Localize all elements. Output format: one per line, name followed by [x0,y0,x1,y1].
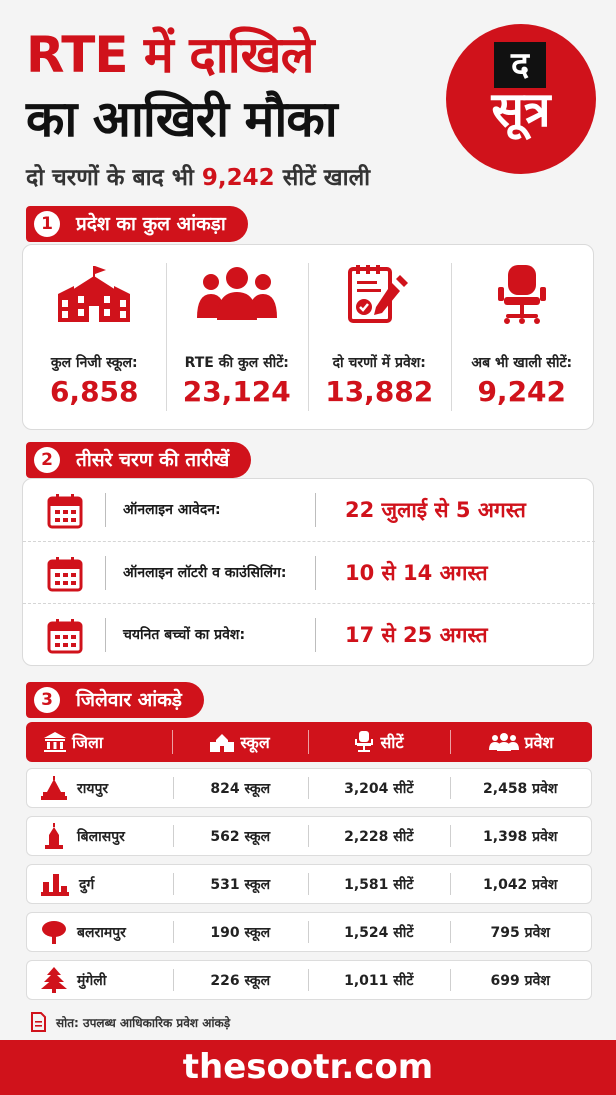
date-label: ऑनलाइन लॉटरी व काउंसिलिंग: [123,564,287,581]
table-row: दुर्ग 531 स्कूल 1,581 सीटें 1,042 प्रवेश [26,864,592,904]
header-admissions: प्रवेश [450,722,592,762]
tree-icon [42,921,66,944]
tower-icon [45,823,63,849]
stat-label: RTE की कुल सीटें: [184,355,289,371]
district-name: मुंगेली [77,972,107,989]
building-icon [44,732,66,752]
section-2-number: 2 [34,447,60,473]
date-label: चयनित बच्चों का प्रवेश: [123,626,246,643]
third-phase-dates-card: ऑनलाइन आवेदन: 22 जुलाई से 5 अगस्त ऑनलाइन… [22,478,595,666]
admissions-cell: 1,398 प्रवेश [449,817,591,855]
date-row: ऑनलाइन आवेदन: 22 जुलाई से 5 अगस्त [23,479,595,541]
school-icon [23,259,166,329]
table-row: बिलासपुर 562 स्कूल 2,228 सीटें 1,398 प्र… [26,816,592,856]
admissions-cell: 2,458 प्रवेश [449,769,591,807]
source-text: सोत: उपलब्ध आधिकारिक प्रवेश आंकड़े [56,1015,231,1030]
date-row: ऑनलाइन लॉटरी व काउंसिलिंग: 10 से 14 अगस्… [23,541,595,603]
stat-value: 23,124 [182,375,291,408]
chair-icon [355,731,374,752]
schools-cell: 226 स्कूल [172,961,309,999]
section-2-title: तीसरे चरण की तारीखें [76,449,230,471]
district-table-header: जिला स्कूल सीटें प्रवेश [26,722,592,762]
section-2-header: 2 तीसरे चरण की तारीखें [26,442,252,478]
document-icon [31,1012,46,1032]
stat-label: कुल निजी स्कूल: [50,355,138,371]
subtitle: दो चरणों के बाद भी 9,242 सीटें खाली [26,160,370,192]
district-name: दुर्ग [79,876,95,893]
header-seats: सीटें [308,722,450,762]
schools-cell: 562 स्कूल [172,817,309,855]
footer-website: thesootr.com [0,1040,616,1095]
stat-vacant-seats: अब भी खाली सीटें: 9,242 [450,245,594,429]
seats-cell: 3,204 सीटें [308,769,449,807]
title-line-2: का आखिरी मौका [26,90,338,148]
logo-bottom-text: सूत्र [491,82,551,138]
people-icon [488,733,519,751]
section-3-title: जिलेवार आंकड़े [76,689,182,711]
section-1-title: प्रदेश का कुल आंकड़ा [76,213,226,235]
header-district: जिला [26,722,172,762]
district-name: बिलासपुर [77,828,125,845]
header-schools: स्कूल [172,722,308,762]
subtitle-number: 9,242 [201,165,275,191]
date-label: ऑनलाइन आवेदन: [123,501,221,518]
stat-label: दो चरणों में प्रवेश: [332,355,426,371]
people-icon [166,259,309,329]
table-row: मुंगेली 226 स्कूल 1,011 सीटें 699 प्रवेश [26,960,592,1000]
stat-private-schools: कुल निजी स्कूल: 6,858 [23,245,166,429]
stat-rte-seats: RTE की कुल सीटें: 23,124 [165,245,309,429]
district-name: रायपुर [77,780,109,797]
section-1-number: 1 [34,211,60,237]
admissions-cell: 699 प्रवेश [449,961,591,999]
section-3-number: 3 [34,687,60,713]
admissions-cell: 1,042 प्रवेश [449,865,591,903]
date-value: 17 से 25 अगस्त [345,623,488,647]
schools-cell: 531 स्कूल [172,865,309,903]
form-icon [308,259,451,329]
fort-icon [41,874,69,896]
date-value: 22 जुलाई से 5 अगस्त [345,498,526,522]
title-line-1: RTE में दाखिले [26,26,314,84]
section-3-header: 3 जिलेवार आंकड़े [26,682,204,718]
the-sootr-logo: द सूत्र [446,24,596,174]
seats-cell: 1,581 सीटें [308,865,449,903]
seats-cell: 1,011 सीटें [308,961,449,999]
district-name: बलरामपुर [77,924,126,941]
stat-value: 13,882 [325,375,434,408]
schools-cell: 190 स्कूल [172,913,309,951]
state-stats-card: कुल निजी स्कूल: 6,858 RTE की कुल सीटें: … [22,244,594,430]
table-row: रायपुर 824 स्कूल 3,204 सीटें 2,458 प्रवे… [26,768,592,808]
stat-value: 9,242 [477,375,567,408]
calendar-icon [47,557,83,592]
source-note: सोत: उपलब्ध आधिकारिक प्रवेश आंकड़े [30,1012,230,1032]
temple-icon [41,776,67,800]
admissions-cell: 795 प्रवेश [449,913,591,951]
stat-label: अब भी खाली सीटें: [471,355,573,371]
calendar-icon [47,494,83,529]
subtitle-prefix: दो चरणों के बाद भी [26,165,194,191]
chair-icon [451,259,594,329]
schools-cell: 824 स्कूल [172,769,309,807]
stat-value: 6,858 [49,375,139,408]
date-row: चयनित बच्चों का प्रवेश: 17 से 25 अगस्त [23,603,595,665]
subtitle-suffix: सीटें खाली [282,165,371,191]
stat-admissions: दो चरणों में प्रवेश: 13,882 [308,245,451,429]
section-1-header: 1 प्रदेश का कुल आंकड़ा [26,206,248,242]
seats-cell: 2,228 सीटें [308,817,449,855]
pine-tree-icon [41,967,67,993]
calendar-icon [47,619,83,654]
school-icon [210,734,235,752]
logo-top-text: द [494,42,546,88]
table-row: बलरामपुर 190 स्कूल 1,524 सीटें 795 प्रवे… [26,912,592,952]
date-value: 10 से 14 अगस्त [345,561,488,585]
seats-cell: 1,524 सीटें [308,913,449,951]
